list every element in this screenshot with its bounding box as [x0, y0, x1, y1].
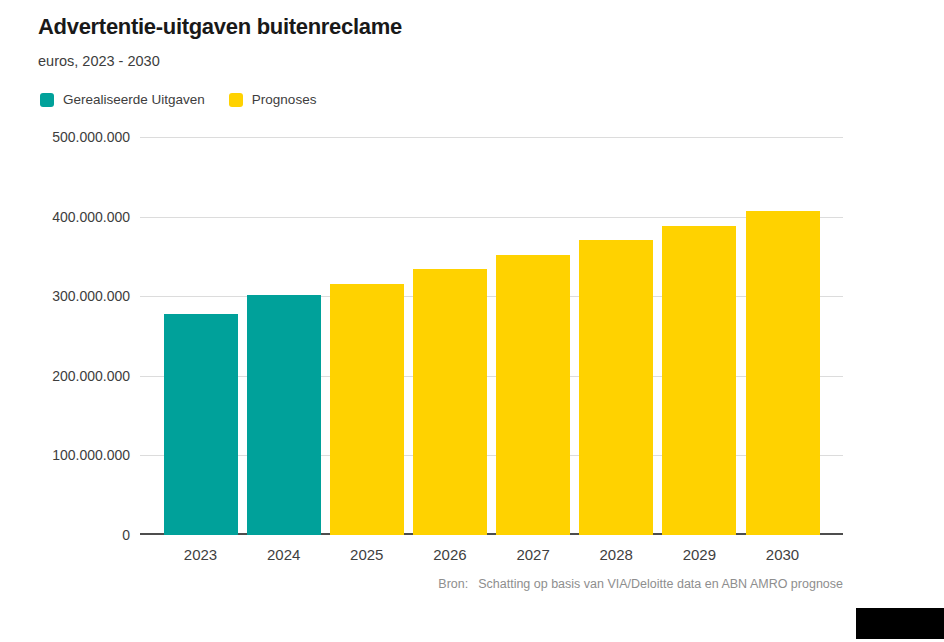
gridline-500000000 — [140, 137, 843, 138]
legend-item-gerealiseerde: Gerealiseerde Uitgaven — [40, 92, 205, 107]
gridline-200000000 — [140, 376, 843, 377]
legend-item-prognoses: Prognoses — [229, 92, 317, 107]
x-axis-line — [140, 533, 843, 535]
bar-2029 — [662, 226, 736, 535]
y-axis-tick-label-100.000.000: 100.000.000 — [10, 447, 130, 463]
legend-swatch-prognoses-icon — [229, 93, 243, 107]
source-attribution: Bron: Schatting op basis van VIA/Deloitte… — [140, 577, 843, 591]
legend-label-gerealiseerde: Gerealiseerde Uitgaven — [63, 92, 205, 107]
y-axis-tick-label-300.000.000: 300.000.000 — [10, 288, 130, 304]
bar-2027 — [496, 255, 570, 535]
gridline-400000000 — [140, 217, 843, 218]
bar-2025 — [330, 284, 404, 535]
x-axis-tick-label-2023: 2023 — [164, 546, 238, 563]
y-axis-tick-label-400.000.000: 400.000.000 — [10, 209, 130, 225]
x-axis-tick-label-2030: 2030 — [746, 546, 820, 563]
bar-2023 — [164, 314, 238, 535]
bar-chart-plot-area: 0100.000.000200.000.000300.000.000400.00… — [140, 137, 843, 535]
legend: Gerealiseerde Uitgaven Prognoses — [40, 92, 316, 107]
gridline-300000000 — [140, 296, 843, 297]
y-axis-tick-label-200.000.000: 200.000.000 — [10, 368, 130, 384]
source-text: Schatting op basis van VIA/Deloitte data… — [478, 577, 843, 591]
x-axis-tick-label-2025: 2025 — [330, 546, 404, 563]
chart-title: Advertentie-uitgaven buitenreclame — [38, 14, 402, 40]
redacted-logo-box — [856, 608, 944, 639]
bar-2024 — [247, 295, 321, 535]
source-prefix: Bron: — [438, 577, 468, 591]
legend-swatch-gerealiseerde-icon — [40, 93, 54, 107]
gridline-100000000 — [140, 455, 843, 456]
chart-page: Advertentie-uitgaven buitenreclame euros… — [0, 0, 944, 642]
x-axis-tick-label-2024: 2024 — [247, 546, 321, 563]
y-axis-tick-label-500.000.000: 500.000.000 — [10, 129, 130, 145]
x-axis-tick-label-2028: 2028 — [579, 546, 653, 563]
y-axis-tick-label-0: 0 — [10, 527, 130, 543]
x-axis-tick-label-2026: 2026 — [413, 546, 487, 563]
x-axis-tick-label-2027: 2027 — [496, 546, 570, 563]
x-axis-tick-label-2029: 2029 — [662, 546, 736, 563]
chart-subtitle: euros, 2023 - 2030 — [38, 53, 160, 69]
legend-label-prognoses: Prognoses — [252, 92, 317, 107]
bar-2026 — [413, 269, 487, 535]
bar-2030 — [746, 211, 820, 535]
bar-2028 — [579, 240, 653, 535]
